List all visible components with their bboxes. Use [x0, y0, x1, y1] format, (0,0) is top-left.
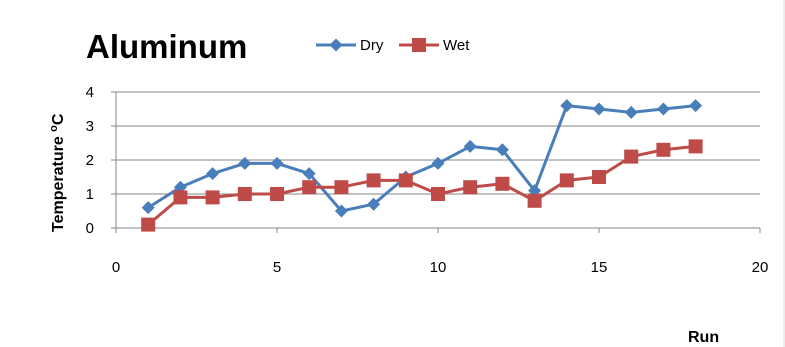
data-point-dry-5	[270, 156, 284, 170]
data-point-dry-16	[624, 105, 638, 119]
data-point-wet-16	[624, 149, 639, 164]
data-point-dry-17	[656, 102, 670, 116]
data-point-dry-11	[463, 139, 477, 153]
series-group	[141, 99, 703, 232]
data-point-wet-7	[334, 180, 349, 195]
data-point-dry-18	[689, 99, 703, 113]
data-point-dry-4	[238, 156, 252, 170]
y-tick-label-1: 1	[86, 186, 94, 203]
y-axis-label-superscript: o	[48, 125, 60, 132]
data-point-dry-7	[334, 204, 348, 218]
y-tick-label-2: 2	[86, 152, 94, 169]
y-tick-label-0: 0	[86, 220, 94, 237]
data-point-wet-1	[141, 217, 156, 232]
y-tick-label-3: 3	[86, 118, 94, 135]
legend-marker-wet	[412, 38, 426, 52]
data-point-wet-15	[592, 170, 606, 184]
chart-title: Aluminum	[86, 28, 247, 65]
data-point-wet-9	[398, 173, 413, 188]
legend-label-wet: Wet	[443, 37, 470, 54]
data-point-wet-3	[205, 190, 220, 205]
x-tick-labels: 0 5 10 15 20	[112, 259, 769, 276]
x-tick-label-0: 0	[112, 259, 120, 276]
data-point-dry-6	[302, 167, 316, 181]
data-point-wet-18	[688, 139, 703, 154]
x-tick-label-10: 10	[430, 259, 447, 276]
data-point-wet-11	[463, 180, 478, 195]
data-point-dry-1	[141, 201, 155, 215]
data-point-wet-8	[366, 173, 381, 188]
data-point-wet-13	[527, 193, 542, 208]
x-axis-label: Run	[688, 329, 719, 346]
legend-label-dry: Dry	[360, 37, 384, 54]
axes	[111, 91, 761, 233]
data-point-wet-2	[173, 190, 188, 205]
y-axis-label: Temperature oC	[48, 113, 67, 232]
data-point-wet-17	[656, 142, 671, 157]
x-tick-label-20: 20	[752, 259, 769, 276]
legend-marker-dry	[329, 38, 343, 52]
data-point-dry-8	[367, 197, 381, 211]
data-point-wet-5	[270, 187, 284, 201]
data-point-wet-4	[237, 187, 252, 201]
data-point-wet-12	[495, 176, 510, 191]
x-tick-label-15: 15	[591, 259, 608, 276]
y-axis-label-text: Temperature	[50, 132, 67, 232]
y-tick-label-4: 4	[86, 84, 94, 101]
data-point-dry-14	[560, 99, 574, 113]
data-point-dry-3	[206, 167, 220, 181]
data-point-dry-12	[495, 143, 509, 157]
legend: Dry Wet	[316, 37, 470, 54]
x-tick-label-5: 5	[273, 259, 281, 276]
data-point-wet-6	[302, 180, 317, 195]
data-point-wet-14	[559, 173, 574, 188]
y-tick-labels: 0 1 2 3 4	[86, 84, 94, 237]
y-axis-label-unit: C	[50, 113, 67, 125]
data-point-dry-15	[592, 102, 606, 116]
data-point-wet-10	[431, 187, 445, 201]
data-point-dry-10	[431, 156, 445, 170]
